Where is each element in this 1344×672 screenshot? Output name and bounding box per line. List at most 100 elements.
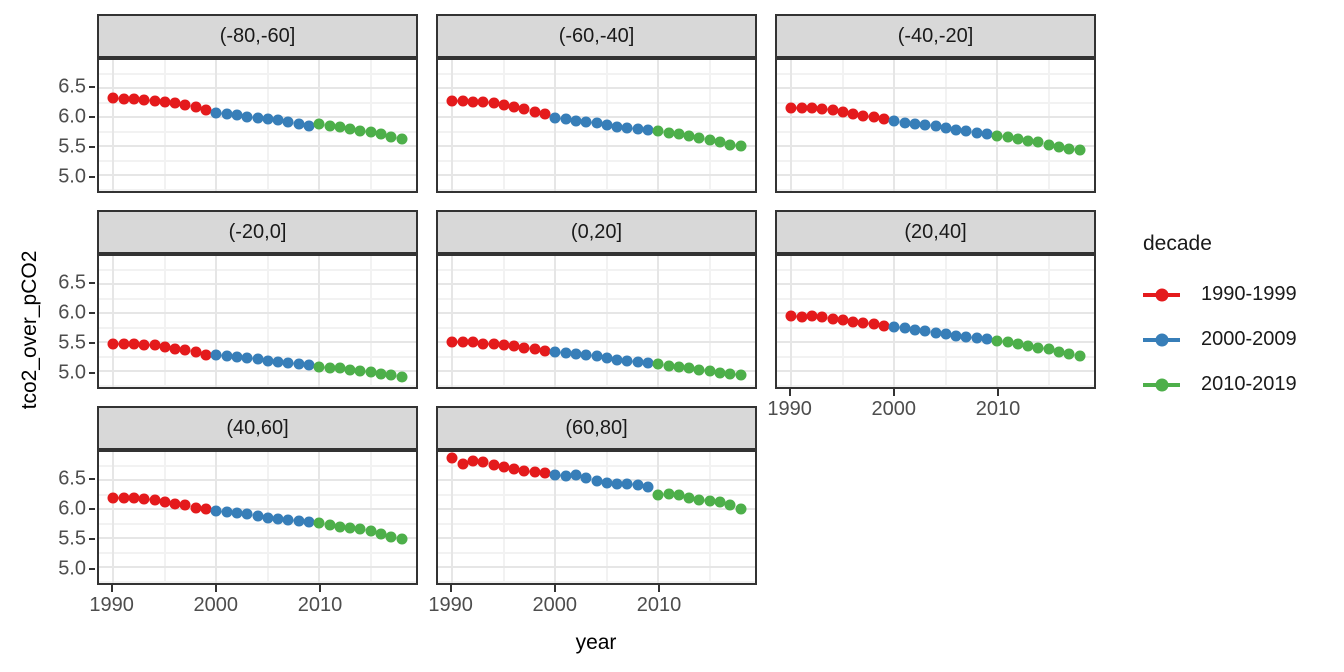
data-point xyxy=(549,112,561,124)
data-point xyxy=(1032,342,1044,354)
data-point xyxy=(334,521,346,533)
gridline-y-major xyxy=(438,145,755,148)
facet-strip-label: (40,60] xyxy=(226,416,289,439)
gridline-y-minor xyxy=(438,522,755,525)
gridline-x-minor xyxy=(708,256,711,387)
gridline-y-minor xyxy=(99,551,416,554)
gridline-y-major xyxy=(777,116,1094,119)
data-point xyxy=(262,512,274,523)
data-point xyxy=(344,522,356,534)
gridline-y-minor xyxy=(438,101,755,104)
gridline-x-minor xyxy=(502,256,505,387)
data-point xyxy=(642,357,654,369)
gridline-y-minor xyxy=(99,384,416,387)
data-point xyxy=(909,324,921,336)
gridline-x-major xyxy=(554,256,557,387)
gridline-y-major xyxy=(438,174,755,177)
legend-key-icon xyxy=(1143,333,1180,346)
data-point xyxy=(210,505,222,517)
legend-key-dot xyxy=(1155,288,1168,301)
data-point xyxy=(1012,133,1024,145)
y-axis-title: tco2_over_pCO2 xyxy=(18,250,41,410)
data-point xyxy=(683,362,695,374)
data-point xyxy=(724,368,736,380)
data-point xyxy=(940,328,952,340)
gridline-y-minor xyxy=(777,268,1094,271)
data-point xyxy=(282,514,294,526)
data-point xyxy=(365,126,377,138)
data-point xyxy=(293,118,305,130)
legend-title: decade xyxy=(1143,232,1212,255)
data-point xyxy=(477,456,489,468)
data-point xyxy=(200,104,212,116)
data-point xyxy=(518,103,530,115)
gridline-y-major xyxy=(99,145,416,148)
data-point xyxy=(632,356,644,368)
gridline-x-minor xyxy=(1047,60,1050,191)
data-point xyxy=(324,120,336,131)
data-point xyxy=(190,346,202,358)
data-point xyxy=(868,111,880,123)
x-axis-tick-label: 2000 xyxy=(871,398,917,420)
data-point xyxy=(827,313,839,325)
x-axis-tick-label: 2000 xyxy=(193,594,239,616)
data-point xyxy=(919,325,931,337)
data-point xyxy=(282,357,294,369)
data-point xyxy=(457,336,469,348)
data-point xyxy=(724,139,736,151)
data-point xyxy=(673,361,685,373)
data-point xyxy=(365,525,377,537)
data-point xyxy=(138,493,150,505)
data-point xyxy=(591,475,602,487)
gridline-x-minor xyxy=(266,60,269,191)
data-point xyxy=(262,355,274,367)
data-point xyxy=(313,118,325,130)
gridline-x-major xyxy=(996,60,999,191)
data-point xyxy=(1022,340,1034,352)
data-point xyxy=(714,136,726,148)
gridline-y-major xyxy=(777,283,1094,286)
data-point xyxy=(735,503,747,515)
data-point xyxy=(1043,343,1055,355)
plot-panel xyxy=(436,254,757,389)
data-point xyxy=(899,117,911,129)
x-axis-tick-label: 2010 xyxy=(297,594,343,616)
data-point xyxy=(488,459,500,471)
data-point xyxy=(960,331,972,343)
data-point xyxy=(221,350,233,362)
legend-entry-label: 2000-2009 xyxy=(1201,328,1297,350)
gridline-y-major xyxy=(99,283,416,286)
gridline-y-minor xyxy=(99,101,416,104)
data-point xyxy=(324,519,336,531)
gridline-y-major xyxy=(438,537,755,540)
gridline-y-major xyxy=(438,312,755,315)
data-point xyxy=(529,106,541,118)
data-point xyxy=(210,107,222,119)
gridline-x-major xyxy=(215,60,218,191)
data-point xyxy=(488,338,500,350)
data-point xyxy=(396,371,408,383)
gridline-y-minor xyxy=(438,159,755,162)
gridline-y-minor xyxy=(99,580,416,583)
data-point xyxy=(457,458,469,470)
legend-key-dot xyxy=(1155,333,1168,346)
y-axis-tick-label: 6.0 xyxy=(58,105,86,128)
gridline-y-minor xyxy=(777,101,1094,104)
gridline-x-major xyxy=(318,452,321,583)
data-point xyxy=(539,467,551,479)
data-point xyxy=(446,336,458,348)
data-point xyxy=(375,528,387,540)
data-point xyxy=(570,115,582,127)
gridline-y-minor xyxy=(99,464,416,467)
data-point xyxy=(1063,143,1075,155)
gridline-y-minor xyxy=(777,188,1094,191)
data-point xyxy=(107,492,119,504)
y-axis-tick xyxy=(89,175,95,178)
data-point xyxy=(539,345,551,357)
plot-panel xyxy=(436,450,757,585)
gridline-y-major xyxy=(99,537,416,540)
facet-strip: (20,40] xyxy=(775,210,1096,254)
data-point xyxy=(118,93,130,105)
data-point xyxy=(591,117,602,129)
gridline-y-major xyxy=(99,508,416,511)
